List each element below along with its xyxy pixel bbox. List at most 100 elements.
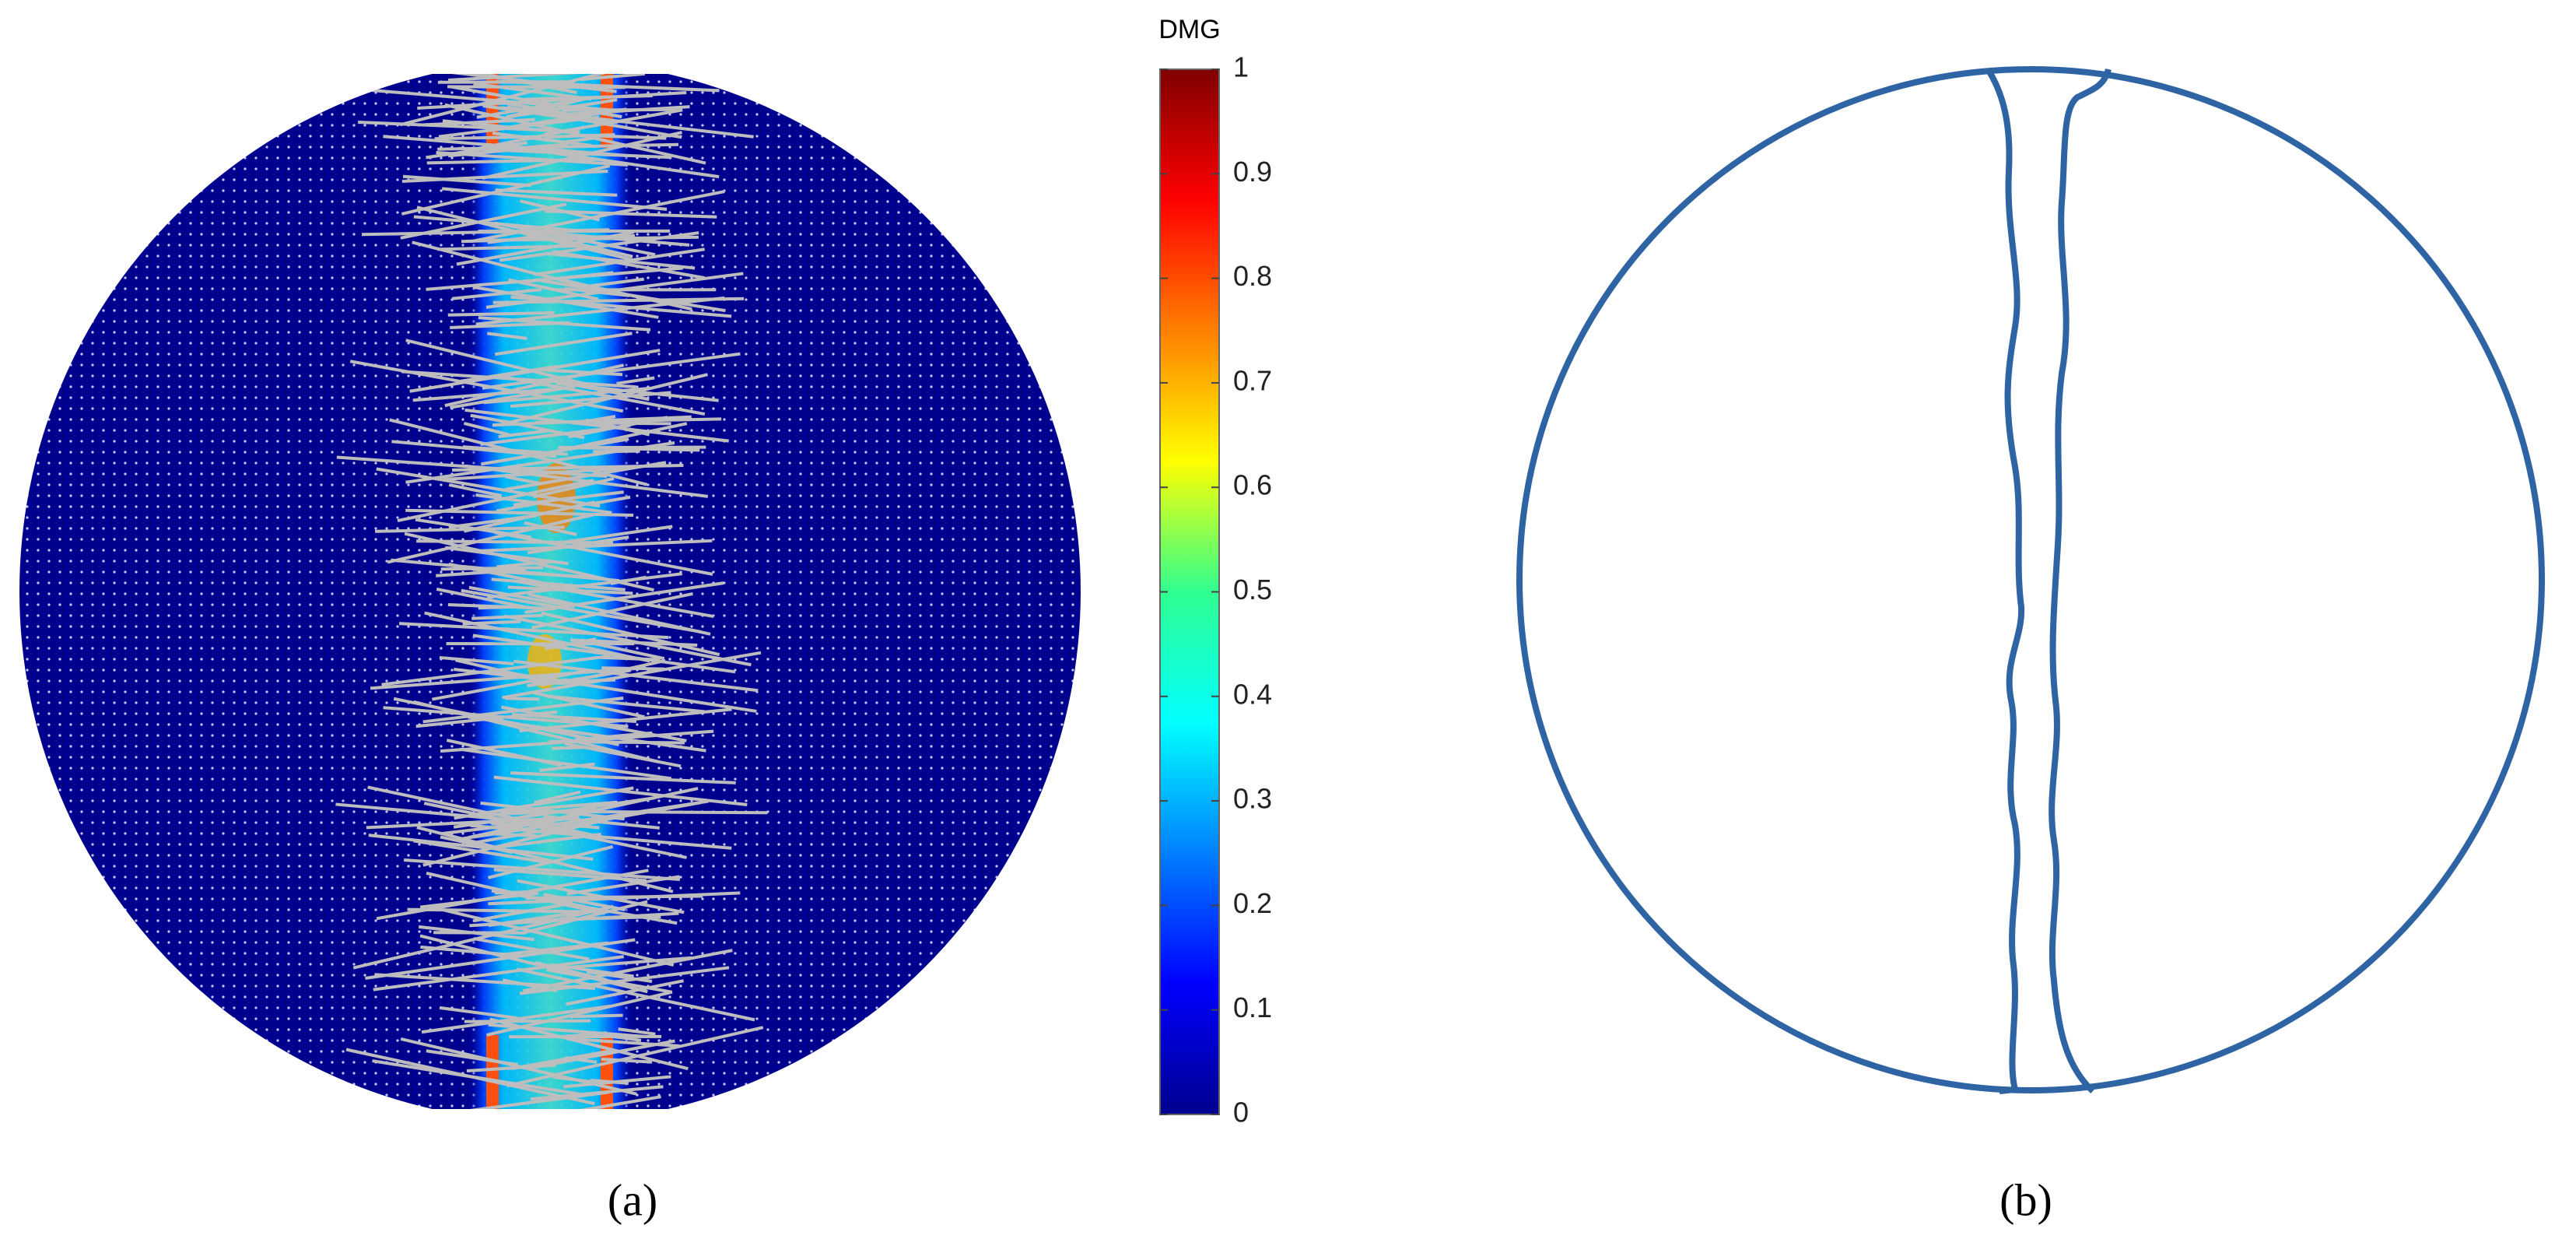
broken-bond <box>358 120 580 134</box>
broken-bond <box>556 956 692 970</box>
broken-bond <box>352 904 614 970</box>
broken-bond <box>472 901 573 923</box>
broken-bond <box>473 937 590 961</box>
broken-bond <box>475 493 612 514</box>
broken-bond <box>492 132 592 148</box>
broken-bond <box>570 638 698 647</box>
broken-bond <box>401 169 608 184</box>
broken-bond <box>482 131 682 181</box>
broken-bond <box>423 802 687 859</box>
broken-bond <box>412 388 555 402</box>
broken-bond <box>488 1023 647 1038</box>
broken-bond <box>525 894 703 900</box>
broken-bond <box>496 560 553 569</box>
broken-bond <box>512 579 714 619</box>
broken-bond <box>531 591 693 630</box>
broken-bond <box>505 96 593 119</box>
broken-bond <box>436 588 531 610</box>
colorbar-tick-label: 0.7 <box>1233 364 1272 396</box>
broken-bond <box>420 945 522 958</box>
broken-bond <box>508 278 599 301</box>
broken-bond <box>448 483 503 497</box>
broken-bond <box>447 142 569 158</box>
broken-bond <box>463 422 510 437</box>
broken-bond <box>448 562 582 592</box>
broken-bond <box>558 445 700 452</box>
colorbar-tick-label: 0 <box>1233 1097 1249 1128</box>
broken-bond <box>398 622 669 640</box>
broken-bond <box>443 908 675 967</box>
broken-bond <box>566 902 678 925</box>
broken-bond <box>451 287 542 300</box>
broken-bond <box>519 707 732 732</box>
broken-bond <box>545 694 706 714</box>
broken-bond <box>483 387 650 405</box>
broken-bond <box>422 813 628 867</box>
broken-bond <box>366 816 580 830</box>
broken-bond <box>464 1019 591 1023</box>
broken-bond <box>564 286 630 297</box>
broken-bond <box>437 244 582 251</box>
broken-bond <box>618 1027 656 1036</box>
colorbar-tick-label: 0.4 <box>1233 678 1272 710</box>
broken-bond <box>504 475 541 486</box>
broken-bond <box>447 74 657 82</box>
broken-bond <box>468 585 575 609</box>
broken-bond <box>461 588 702 634</box>
broken-bond <box>544 209 717 219</box>
particle-disk <box>19 74 1081 1109</box>
broken-bond <box>487 844 614 879</box>
broken-bond <box>450 321 570 329</box>
broken-bond <box>345 1048 595 1106</box>
broken-bond <box>441 187 668 211</box>
broken-bond <box>439 1006 518 1020</box>
broken-bond <box>472 285 659 319</box>
broken-bond <box>442 816 579 836</box>
broken-bond <box>399 74 610 127</box>
broken-bond <box>444 1090 610 1109</box>
crack-right <box>2049 68 2112 1093</box>
broken-bond <box>593 449 640 454</box>
broken-bond <box>415 518 532 539</box>
broken-bond <box>599 655 661 662</box>
broken-bond <box>434 135 542 141</box>
broken-bond <box>448 85 622 119</box>
broken-bond <box>532 691 645 719</box>
broken-bond <box>473 808 598 817</box>
broken-bond <box>403 858 681 881</box>
broken-bond <box>387 513 594 564</box>
broken-bond <box>432 669 590 701</box>
broken-bond <box>589 277 644 288</box>
broken-bond <box>447 85 626 90</box>
broken-bond <box>447 311 555 317</box>
broken-bond <box>494 531 713 576</box>
broken-bond <box>393 697 620 746</box>
broken-bond <box>470 190 725 244</box>
broken-bond <box>413 215 580 233</box>
broken-bond <box>374 973 595 990</box>
broken-bond <box>417 91 687 110</box>
colorbar-tick-label: 0.2 <box>1233 887 1272 919</box>
broken-bond <box>522 949 733 993</box>
colorbar-tick-label: 0.5 <box>1233 574 1272 605</box>
broken-bond <box>594 641 665 661</box>
broken-bond <box>552 1075 592 1084</box>
broken-bond <box>464 408 729 443</box>
broken-bond <box>495 107 627 132</box>
broken-bond <box>480 423 631 446</box>
broken-bond <box>616 376 655 385</box>
crack-left <box>1985 67 2025 1094</box>
broken-bond <box>546 968 673 994</box>
broken-bond <box>527 535 629 555</box>
broken-bond <box>500 106 754 139</box>
broken-bond <box>570 382 650 402</box>
caption: (a) <box>608 1174 657 1225</box>
broken-bond <box>416 539 613 545</box>
colorbar-title: DMG <box>1158 15 1220 44</box>
broken-bond <box>539 762 595 773</box>
broken-bond <box>508 376 706 416</box>
broken-bond <box>455 799 709 841</box>
broken-bond <box>486 332 527 340</box>
broken-bond <box>542 230 690 247</box>
